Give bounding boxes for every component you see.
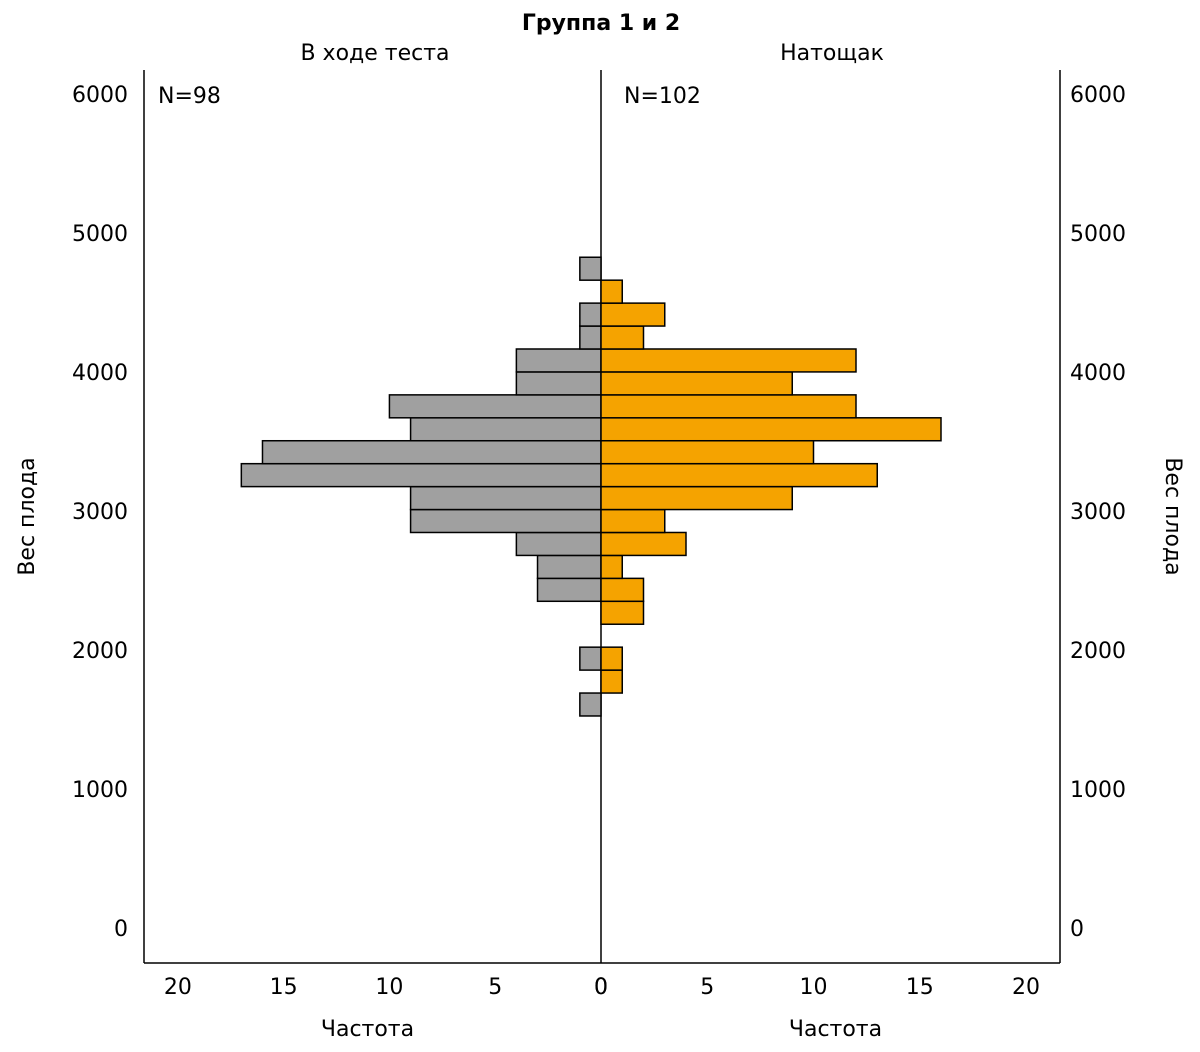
bar (261, 439, 602, 465)
x-axis-label: Частота (321, 1017, 414, 1042)
x-tick-label: 20 (164, 975, 192, 1000)
bar (600, 508, 666, 534)
x-axis-label: Частота (789, 1017, 882, 1042)
x-tick-label: 10 (800, 975, 828, 1000)
bar (600, 554, 623, 580)
bar (600, 577, 645, 603)
x-tick-label: 5 (700, 975, 714, 1000)
y-tick-label: 2000 (72, 639, 128, 664)
bar (579, 256, 602, 281)
x-tick-label: 15 (270, 975, 298, 1000)
bar (536, 577, 602, 603)
y-tick-label: 4000 (1070, 361, 1126, 386)
bar (600, 531, 687, 557)
bar (579, 692, 602, 717)
bar (600, 302, 666, 327)
x-tick-label: 5 (488, 975, 502, 1000)
y-tick-label: 0 (1070, 917, 1084, 942)
y-tick-label: 5000 (1070, 222, 1126, 247)
bar (240, 462, 602, 488)
bar (579, 302, 602, 327)
y-tick-label: 5000 (72, 222, 128, 247)
x-tick-label: 0 (594, 975, 608, 1000)
y-tick-label: 6000 (72, 83, 128, 108)
bar (536, 554, 602, 580)
bar (600, 646, 623, 671)
x-tick-label: 0 (594, 975, 608, 1000)
y-tick-label: 0 (114, 917, 128, 942)
subtitle: Натощак (780, 41, 884, 66)
bar (600, 462, 878, 488)
bar (515, 348, 602, 373)
bar (409, 417, 602, 442)
bar (600, 371, 793, 396)
bar (600, 600, 645, 625)
y-tick-label: 1000 (1070, 778, 1126, 803)
bar (515, 531, 602, 557)
y-axis-label: Вес плода (15, 457, 40, 575)
y-axis-label: Вес плода (1160, 457, 1185, 575)
chart-title: Группа 1 и 2 (522, 11, 680, 36)
subtitle: В ходе теста (300, 41, 449, 66)
y-tick-label: 6000 (1070, 83, 1126, 108)
bar (409, 508, 602, 534)
annotation: N=98 (158, 84, 221, 109)
x-tick-label: 15 (906, 975, 934, 1000)
bar (600, 669, 623, 694)
y-tick-label: 3000 (72, 500, 128, 525)
y-tick-label: 4000 (72, 361, 128, 386)
bar (579, 325, 602, 350)
x-tick-label: 10 (375, 975, 403, 1000)
bar (600, 439, 815, 465)
annotation: N=102 (624, 84, 701, 109)
bar (388, 394, 602, 419)
bar (409, 485, 602, 511)
bar (600, 394, 857, 419)
bar (600, 325, 645, 350)
bar (600, 485, 793, 511)
bar (600, 348, 857, 373)
bar (600, 279, 623, 304)
y-tick-label: 1000 (72, 778, 128, 803)
bar (600, 417, 942, 442)
bar (515, 371, 602, 396)
x-tick-label: 20 (1012, 975, 1040, 1000)
bar (579, 646, 602, 671)
y-tick-label: 3000 (1070, 500, 1126, 525)
y-tick-label: 2000 (1070, 639, 1126, 664)
